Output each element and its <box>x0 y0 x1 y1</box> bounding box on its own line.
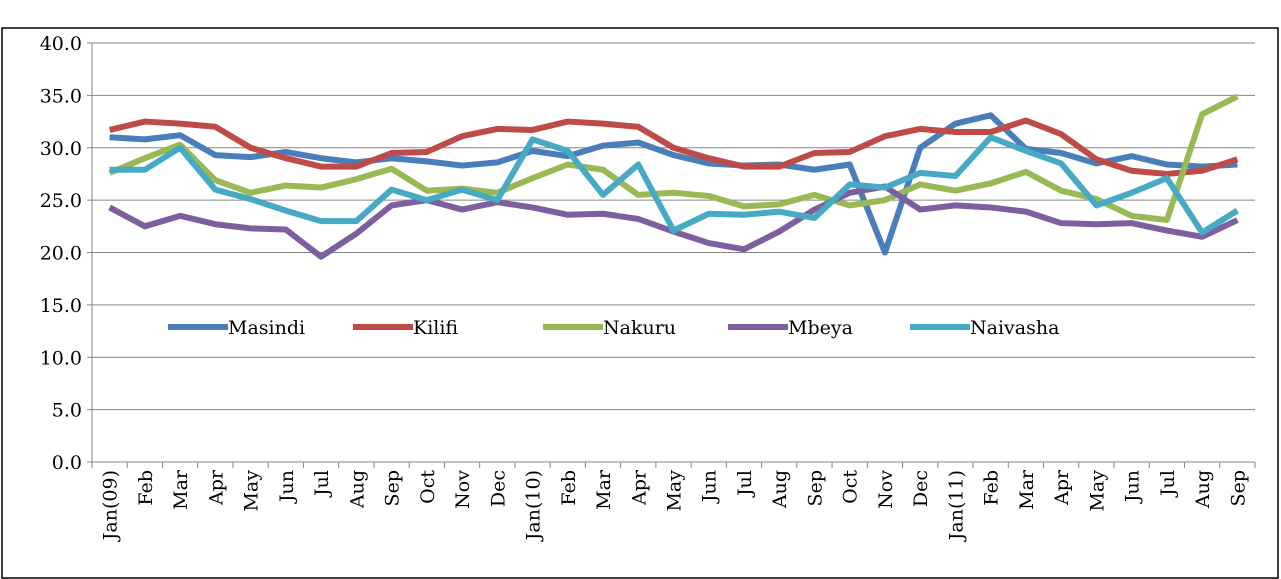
x-tick-label: Jan(11) <box>945 470 967 542</box>
x-tick-label: Jul <box>734 470 756 498</box>
y-tick-label: 0.0 <box>52 452 82 474</box>
x-tick-label: Mar <box>1016 469 1038 510</box>
x-tick-label: Apr <box>1051 469 1073 506</box>
x-tick-label: Mar <box>593 469 615 510</box>
legend-label: Kilifi <box>413 317 458 339</box>
series-line <box>109 134 1239 236</box>
x-tick-label: Aug <box>1192 470 1214 509</box>
x-tick-label: Nov <box>875 470 897 509</box>
x-tick-label: Dec <box>910 470 932 507</box>
x-tick-label: Feb <box>135 470 157 506</box>
x-tick-label: Aug <box>346 470 368 509</box>
x-tick-label: Apr <box>628 469 650 506</box>
x-tick-label: Jan(09) <box>100 470 122 542</box>
y-tick-label: 15.0 <box>40 295 82 317</box>
x-tick-label: Jun <box>1122 470 1144 504</box>
legend-label: Masindi <box>228 317 305 339</box>
x-tick-label: Jul <box>1157 470 1179 498</box>
y-tick-label: 35.0 <box>40 85 82 107</box>
series-line <box>109 112 1238 256</box>
x-tick-label: Oct <box>417 470 439 504</box>
x-tick-label: Dec <box>487 470 509 507</box>
y-tick-label: 20.0 <box>40 243 82 265</box>
x-tick-label: Jan(10) <box>523 470 545 542</box>
series-line <box>108 183 1239 260</box>
x-tick-label: May <box>241 470 263 512</box>
legend-label: Nakuru <box>603 317 676 339</box>
x-tick-label: Sep <box>1227 470 1249 506</box>
series-line <box>108 117 1239 177</box>
x-tick-label: Sep <box>382 470 404 506</box>
x-tick-label: Jun <box>699 470 721 504</box>
chart-border <box>1 27 1279 579</box>
x-tick-label: Jun <box>276 470 298 504</box>
y-tick-label: 10.0 <box>40 347 82 369</box>
x-tick-label: Nov <box>452 470 474 509</box>
legend-label: Naivasha <box>970 317 1059 339</box>
x-tick-label: May <box>1086 470 1108 512</box>
y-tick-label: 30.0 <box>40 138 82 160</box>
legend-label: Mbeya <box>788 317 853 339</box>
y-tick-label: 25.0 <box>40 190 82 212</box>
y-tick-label: 5.0 <box>52 400 82 422</box>
x-tick-label: Aug <box>769 470 791 509</box>
x-tick-label: Feb <box>981 470 1003 506</box>
x-tick-label: Sep <box>804 470 826 506</box>
x-tick-label: Feb <box>558 470 580 506</box>
x-tick-label: May <box>664 470 686 512</box>
x-tick-label: Mar <box>170 469 192 510</box>
series-line <box>108 93 1239 224</box>
y-tick-label: 40.0 <box>40 33 82 55</box>
x-tick-label: Apr <box>205 469 227 506</box>
x-tick-label: Oct <box>840 470 862 504</box>
x-tick-label: Jul <box>311 470 333 498</box>
